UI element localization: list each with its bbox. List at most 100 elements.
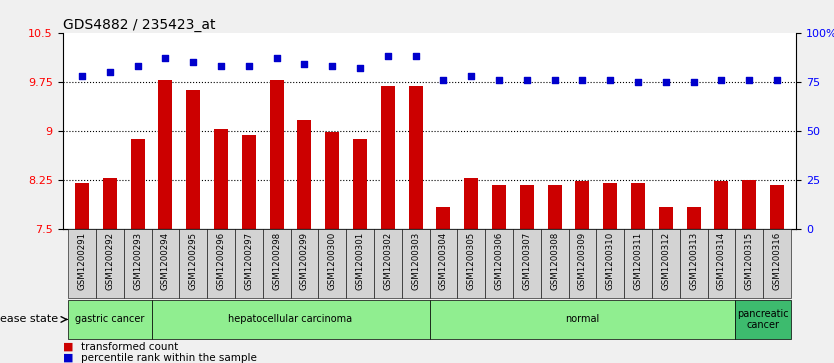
Text: GSM1200307: GSM1200307 xyxy=(522,232,531,290)
Bar xyxy=(485,229,513,298)
Text: GSM1200296: GSM1200296 xyxy=(217,232,225,290)
Text: GSM1200304: GSM1200304 xyxy=(439,232,448,290)
Point xyxy=(242,63,255,69)
Text: GDS4882 / 235423_at: GDS4882 / 235423_at xyxy=(63,18,215,32)
Text: GSM1200297: GSM1200297 xyxy=(244,232,254,290)
Bar xyxy=(68,229,96,298)
Bar xyxy=(652,229,680,298)
Text: GSM1200300: GSM1200300 xyxy=(328,232,337,290)
Bar xyxy=(207,229,235,298)
Text: GSM1200295: GSM1200295 xyxy=(188,232,198,290)
Bar xyxy=(492,185,506,229)
Text: GSM1200315: GSM1200315 xyxy=(745,232,754,290)
Bar xyxy=(214,129,228,229)
Point xyxy=(575,77,589,83)
Bar xyxy=(179,229,207,298)
Text: GSM1200312: GSM1200312 xyxy=(661,232,671,290)
Text: pancreatic
cancer: pancreatic cancer xyxy=(737,309,789,330)
Text: gastric cancer: gastric cancer xyxy=(75,314,144,325)
Bar xyxy=(374,229,402,298)
Bar xyxy=(158,80,173,229)
Point xyxy=(131,63,144,69)
Text: GSM1200314: GSM1200314 xyxy=(717,232,726,290)
Bar xyxy=(409,86,423,229)
Bar xyxy=(715,181,728,229)
Point xyxy=(214,63,228,69)
Text: GSM1200302: GSM1200302 xyxy=(384,232,392,290)
Text: GSM1200308: GSM1200308 xyxy=(550,232,559,290)
Point xyxy=(631,79,645,85)
Text: percentile rank within the sample: percentile rank within the sample xyxy=(81,352,257,363)
Text: ■: ■ xyxy=(63,342,77,352)
Bar xyxy=(736,300,791,339)
Bar xyxy=(186,90,200,229)
Bar xyxy=(770,185,784,229)
Text: GSM1200298: GSM1200298 xyxy=(272,232,281,290)
Bar xyxy=(235,229,263,298)
Bar xyxy=(465,178,478,229)
Bar xyxy=(430,300,736,339)
Text: GSM1200291: GSM1200291 xyxy=(78,232,87,290)
Point xyxy=(492,77,505,83)
Point xyxy=(437,77,450,83)
Bar xyxy=(68,300,152,339)
Text: GSM1200294: GSM1200294 xyxy=(161,232,170,290)
Text: GSM1200292: GSM1200292 xyxy=(105,232,114,290)
Text: hepatocellular carcinoma: hepatocellular carcinoma xyxy=(229,314,353,325)
Text: GSM1200311: GSM1200311 xyxy=(634,232,642,290)
Point xyxy=(659,79,672,85)
Bar xyxy=(513,229,540,298)
Text: GSM1200310: GSM1200310 xyxy=(605,232,615,290)
Text: GSM1200309: GSM1200309 xyxy=(578,232,587,290)
Bar xyxy=(402,229,430,298)
Bar xyxy=(298,119,311,229)
Bar xyxy=(263,229,290,298)
Bar xyxy=(319,229,346,298)
Point xyxy=(75,73,88,79)
Text: GSM1200305: GSM1200305 xyxy=(467,232,475,290)
Text: GSM1200316: GSM1200316 xyxy=(772,232,781,290)
Bar xyxy=(763,229,791,298)
Text: ■: ■ xyxy=(63,352,77,363)
Bar xyxy=(353,139,367,229)
Point xyxy=(298,61,311,67)
Text: GSM1200293: GSM1200293 xyxy=(133,232,142,290)
Point xyxy=(465,73,478,79)
Point xyxy=(354,65,367,71)
Bar xyxy=(325,132,339,229)
Point xyxy=(771,77,784,83)
Bar xyxy=(152,300,430,339)
Bar xyxy=(269,80,284,229)
Point xyxy=(520,77,534,83)
Bar xyxy=(123,229,152,298)
Bar xyxy=(436,207,450,229)
Point xyxy=(715,77,728,83)
Bar xyxy=(680,229,707,298)
Text: GSM1200299: GSM1200299 xyxy=(300,232,309,290)
Bar xyxy=(631,183,645,229)
Bar xyxy=(569,229,596,298)
Point xyxy=(409,53,422,59)
Text: GSM1200303: GSM1200303 xyxy=(411,232,420,290)
Bar xyxy=(290,229,319,298)
Text: normal: normal xyxy=(565,314,600,325)
Point xyxy=(381,53,394,59)
Point xyxy=(604,77,617,83)
Text: GSM1200301: GSM1200301 xyxy=(355,232,364,290)
Text: disease state: disease state xyxy=(0,314,58,325)
Point xyxy=(325,63,339,69)
Bar xyxy=(548,185,561,229)
Text: GSM1200313: GSM1200313 xyxy=(689,232,698,290)
Bar xyxy=(457,229,485,298)
Point xyxy=(687,79,701,85)
Point xyxy=(187,59,200,65)
Bar xyxy=(346,229,374,298)
Bar xyxy=(707,229,736,298)
Bar xyxy=(103,178,117,229)
Bar xyxy=(152,229,179,298)
Bar xyxy=(75,183,89,229)
Bar xyxy=(96,229,123,298)
Bar xyxy=(575,181,590,229)
Bar xyxy=(603,183,617,229)
Bar xyxy=(430,229,457,298)
